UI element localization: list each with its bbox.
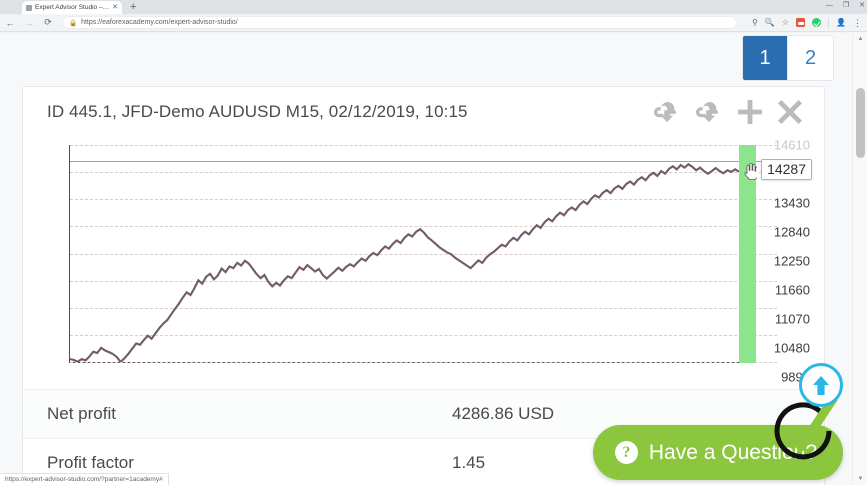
y-tick-label: 12250	[773, 253, 810, 269]
toolbar-divider	[828, 17, 830, 28]
address-bar-url: https://eaforexacademy.com/expert-adviso…	[81, 19, 238, 26]
chart-highlight-band	[739, 145, 756, 363]
tab-favicon	[26, 4, 32, 11]
y-tick-label: 14610	[773, 137, 810, 153]
stat-value: 1.45	[452, 453, 486, 472]
page-scrollbar[interactable]: ▲ ▼	[852, 33, 867, 485]
cloud-download-icon-2[interactable]	[696, 101, 722, 123]
minimize-icon[interactable]: —	[825, 2, 833, 9]
chart-series-svg	[70, 145, 739, 362]
profile-avatar-icon[interactable]: 👤	[836, 18, 846, 27]
gridline	[70, 145, 777, 146]
window-close-icon[interactable]: ✕	[859, 2, 865, 9]
stat-value: 4286.86 USD	[452, 404, 555, 423]
stat-label: Profit factor	[47, 453, 134, 472]
chart-plot-area	[69, 145, 777, 363]
stat-label: Net profit	[47, 404, 116, 423]
strategy-result-card: ID 445.1, JFD-Demo AUDUSD M15, 02/12/201…	[22, 86, 825, 485]
address-bar[interactable]: 🔒 https://eaforexacademy.com/expert-advi…	[62, 16, 738, 29]
key-icon[interactable]: ⚲	[752, 18, 758, 27]
new-tab-icon[interactable]: +	[130, 1, 137, 13]
y-tick-label: 11660	[774, 282, 810, 298]
scrollbar-thumb[interactable]	[856, 88, 865, 158]
pagination: 1 2	[743, 36, 833, 80]
status-bar: https://expert-advisor-studio.com/?partn…	[0, 473, 169, 485]
table-row: Profit factor 1.45	[23, 438, 824, 485]
gridline	[70, 172, 777, 174]
gridline	[70, 362, 777, 363]
lock-icon: 🔒	[69, 19, 78, 27]
pagination-page-2[interactable]: 2	[788, 36, 833, 80]
gridline	[70, 334, 777, 336]
question-mark-icon: ?	[614, 441, 638, 464]
equity-chart[interactable]: 14610 14020 13430 12840 12250 11660 1107…	[43, 137, 814, 385]
y-tick-label: 13430	[773, 195, 810, 211]
gridline	[70, 226, 777, 228]
arrow-up-icon	[813, 375, 829, 395]
gridline	[70, 199, 777, 201]
scroll-to-top-button[interactable]	[799, 363, 843, 407]
chat-widget-label: Have a Question?	[648, 440, 817, 464]
browser-toolbar: ← → ⟳ 🔒 https://eaforexacademy.com/exper…	[0, 14, 867, 32]
extension-red-icon[interactable]	[796, 18, 806, 27]
card-title: ID 445.1, JFD-Demo AUDUSD M15, 02/12/201…	[47, 102, 468, 121]
scrollbar-up-arrow[interactable]: ▲	[857, 36, 864, 42]
page-viewport: 1 2 ID 445.1, JFD-Demo AUDUSD M15, 02/12…	[0, 33, 867, 485]
chart-tooltip: 14287	[761, 159, 812, 180]
back-icon[interactable]: ←	[5, 17, 15, 28]
kebab-menu-icon[interactable]: ⋮	[853, 17, 862, 28]
forward-icon[interactable]: →	[24, 17, 34, 28]
window-controls: — ❐ ✕	[826, 0, 865, 12]
chat-widget-button[interactable]: ? Have a Question?	[592, 425, 843, 480]
y-tick-label: 10480	[773, 340, 810, 356]
tab-strip: Expert Advisor Studio – EA Forex Academy…	[0, 0, 867, 14]
close-icon[interactable]	[778, 100, 802, 124]
bookmark-star-icon[interactable]: ☆	[781, 18, 790, 27]
y-tick-label: 12840	[773, 224, 810, 240]
pagination-page-1[interactable]: 1	[743, 36, 788, 80]
reload-icon[interactable]: ⟳	[44, 17, 52, 27]
scrollbar-down-arrow[interactable]: ▼	[857, 476, 864, 482]
toolbar-icons: ⚲ 🔍 ☆ 👤 ⋮	[746, 17, 862, 28]
cloud-download-icon-1[interactable]	[654, 101, 680, 123]
extension-green-icon[interactable]	[812, 18, 822, 27]
maximize-icon[interactable]: ❐	[842, 2, 850, 9]
tab-title: Expert Advisor Studio – EA Forex Academy	[35, 4, 109, 11]
card-header: ID 445.1, JFD-Demo AUDUSD M15, 02/12/201…	[23, 87, 824, 137]
gridline	[70, 253, 777, 255]
tab-close-icon[interactable]: ✕	[112, 4, 118, 11]
gridline	[70, 307, 777, 309]
y-tick-label: 11070	[774, 311, 810, 327]
card-header-actions	[654, 100, 802, 124]
browser-tab[interactable]: Expert Advisor Studio – EA Forex Academy…	[22, 1, 122, 14]
add-icon[interactable]	[738, 100, 762, 124]
reference-line	[70, 161, 777, 163]
gridline	[70, 280, 777, 282]
search-icon[interactable]: 🔍	[764, 18, 775, 27]
status-bar-url: https://expert-advisor-studio.com/?partn…	[5, 475, 163, 483]
mouse-cursor-hand-icon	[744, 163, 757, 180]
